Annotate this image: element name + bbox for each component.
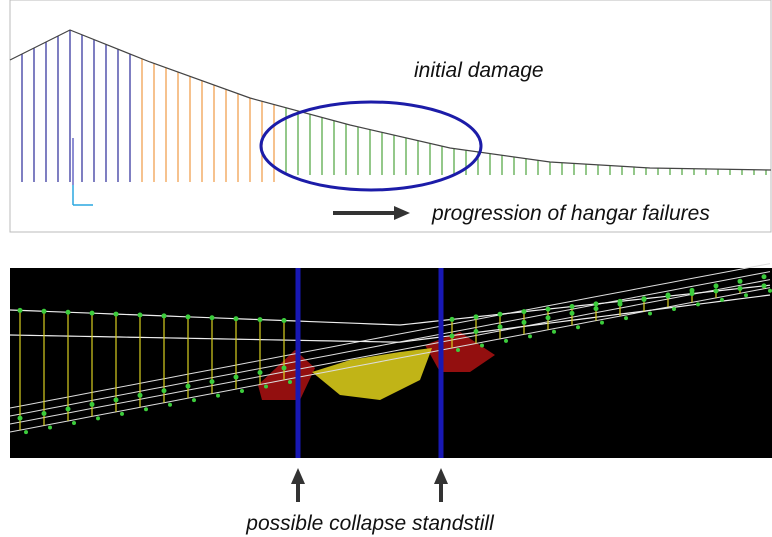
node (552, 330, 556, 334)
node (762, 274, 767, 279)
node (474, 314, 479, 319)
top-panel (10, 0, 771, 232)
node (162, 313, 167, 318)
node (168, 403, 172, 407)
node (282, 365, 287, 370)
node (666, 292, 671, 297)
node (90, 311, 95, 316)
node (696, 302, 700, 306)
node (144, 407, 148, 411)
node (480, 343, 484, 347)
node (66, 406, 71, 411)
node (618, 302, 623, 307)
caption: possible collapse standstill (245, 512, 495, 535)
node (714, 289, 719, 294)
standstill-arrows (291, 468, 448, 502)
node (624, 316, 628, 320)
node (234, 375, 239, 380)
node (570, 304, 575, 309)
node (18, 416, 23, 421)
annotation: initial damage (414, 59, 544, 82)
node (528, 334, 532, 338)
node (210, 315, 215, 320)
node (546, 307, 551, 312)
node (282, 318, 287, 323)
node (210, 379, 215, 384)
node (216, 394, 220, 398)
node (138, 393, 143, 398)
figure: initial damage progression of hangar fai… (0, 0, 772, 537)
node (546, 315, 551, 320)
node (498, 324, 503, 329)
node (186, 384, 191, 389)
node (288, 380, 292, 384)
node (744, 293, 748, 297)
node (114, 397, 119, 402)
node (498, 312, 503, 317)
node (594, 301, 599, 306)
node (600, 321, 604, 325)
node (450, 334, 455, 339)
node (240, 389, 244, 393)
node (72, 421, 76, 425)
node (738, 286, 743, 291)
node (576, 325, 580, 329)
arrow-label: progression of hangar failures (431, 202, 710, 225)
node (234, 316, 239, 321)
node (648, 312, 652, 316)
node (474, 329, 479, 334)
node (18, 308, 23, 313)
node (738, 279, 743, 284)
node (522, 320, 527, 325)
node (714, 283, 719, 288)
node (24, 430, 28, 434)
node (42, 309, 47, 314)
node (120, 412, 124, 416)
node (186, 314, 191, 319)
node (504, 339, 508, 343)
node (594, 306, 599, 311)
node (114, 312, 119, 317)
node (672, 307, 676, 311)
node (192, 398, 196, 402)
node (258, 317, 263, 322)
node (96, 416, 100, 420)
node (90, 402, 95, 407)
node (264, 385, 268, 389)
node (48, 426, 52, 430)
node (642, 297, 647, 302)
node (138, 313, 143, 318)
node (762, 283, 767, 288)
node (456, 348, 460, 352)
node (162, 388, 167, 393)
node (66, 310, 71, 315)
node (720, 298, 724, 302)
node (768, 289, 772, 293)
node (690, 288, 695, 293)
node (450, 317, 455, 322)
node (42, 411, 47, 416)
node (570, 311, 575, 316)
node (522, 309, 527, 314)
node (258, 370, 263, 375)
